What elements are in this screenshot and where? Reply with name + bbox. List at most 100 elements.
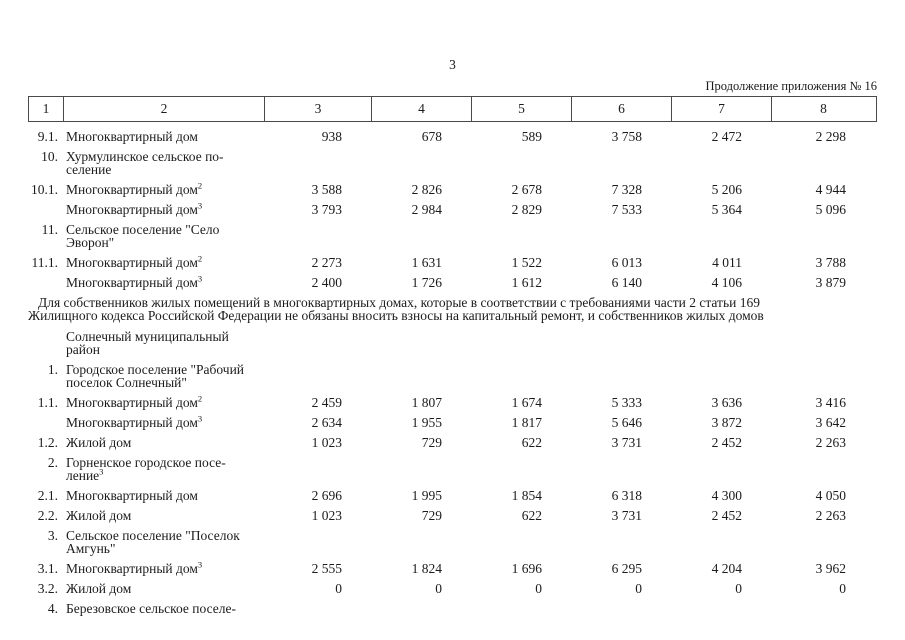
row-number: [28, 416, 62, 429]
row-value: 622: [521, 435, 542, 450]
table-row: 2.2. Жилой дом 1 023 729 622 3 731 2 452 2 263: [28, 508, 877, 523]
row-value: 0: [635, 581, 642, 596]
row-value: 938: [321, 129, 342, 144]
row-value: 0: [435, 581, 442, 596]
page-number: 3: [449, 57, 456, 72]
row-label: Многоквартирный дом3: [66, 413, 203, 430]
row-value: 3 636: [711, 395, 742, 410]
table-row: Многоквартирный дом3 3 793 2 984 2 829 7 533…: [28, 200, 877, 217]
footnote-marker: 3: [197, 413, 203, 424]
table-row: 1. Городское поселение "Рабочий поселок Со…: [28, 362, 877, 390]
row-value: 1 824: [411, 561, 442, 576]
row-value: 7 328: [611, 182, 642, 197]
footnote-marker: 2: [197, 393, 203, 404]
row-value: 5 364: [711, 202, 742, 217]
row-label: Березовское сельское поселе-: [66, 601, 236, 616]
row-label: Многоквартирный дом2: [66, 180, 203, 197]
row-value: 0: [535, 581, 542, 596]
row-value: 6 140: [611, 275, 642, 290]
footnote-marker: 3: [99, 466, 104, 477]
row-number: 2.2.: [37, 508, 58, 523]
row-value: 2 298: [815, 129, 846, 144]
column-header-6: 6: [571, 97, 671, 121]
row-value: 2 984: [411, 202, 442, 217]
column-header-1: 1: [42, 101, 50, 116]
row-value: 7 533: [611, 202, 642, 217]
row-value: 678: [421, 129, 442, 144]
row-value: 0: [735, 581, 742, 596]
row-value: 3 793: [311, 202, 342, 217]
row-value: 2 452: [711, 435, 742, 450]
row-value: 2 472: [711, 129, 742, 144]
row-value: 3 758: [611, 129, 642, 144]
row-value: 729: [421, 508, 442, 523]
column-header-5: 5: [471, 97, 571, 121]
row-value: 2 452: [711, 508, 742, 523]
table-row: 1.2. Жилой дом 1 023 729 622 3 731 2 452 2 263: [28, 435, 877, 450]
table-row: 9.1. Многоквартирный дом 938 678 589 3 758 2 4…: [28, 129, 877, 144]
row-label: Сельское поселение "Поселок Амгунь": [66, 528, 240, 556]
row-number: 3.: [47, 528, 58, 543]
row-label: Жилой дом: [66, 508, 132, 523]
row-value: 622: [521, 508, 542, 523]
row-value: 1 674: [511, 395, 542, 410]
row-label: Солнечный муниципальный район: [66, 329, 229, 357]
row-value: 2 634: [311, 415, 342, 430]
row-value: 2 400: [311, 275, 342, 290]
row-value: 1 955: [411, 415, 442, 430]
row-value: 1 631: [411, 255, 442, 270]
row-number: 11.1.: [31, 255, 59, 270]
row-number: [28, 330, 62, 356]
row-value: 5 333: [611, 395, 642, 410]
row-label: Многоквартирный дом2: [66, 253, 203, 270]
row-value: 5 646: [611, 415, 642, 430]
row-number: 10.1.: [31, 182, 58, 197]
footnote-marker: 3: [197, 200, 203, 211]
appendix-continuation-note: Продолжение приложения № 16: [705, 79, 877, 93]
table-row: 11. Сельское поселение "Село Эворон": [28, 222, 877, 250]
row-number: 3.1.: [37, 561, 58, 576]
row-value: 3 879: [815, 275, 846, 290]
row-label: Городское поселение "Рабочий поселок Солн…: [66, 362, 245, 390]
table-row: 10. Хурмулинское сельское по-селение: [28, 150, 877, 177]
table-rows-top: 9.1. Многоквартирный дом 938 678 589 3 758 2 4…: [28, 129, 877, 290]
row-number: 4.: [47, 601, 58, 616]
row-value: 2 678: [511, 182, 542, 197]
row-value: 0: [335, 581, 342, 596]
row-label: Жилой дом: [66, 435, 132, 450]
row-value: 2 273: [311, 255, 342, 270]
row-value: 3 731: [611, 435, 642, 450]
row-value: 2 263: [815, 435, 846, 450]
row-number: 2.: [47, 455, 58, 470]
row-value: 3 872: [711, 415, 742, 430]
row-value: 3 642: [815, 415, 846, 430]
row-value: 589: [521, 129, 542, 144]
row-number: [28, 203, 62, 216]
row-number: 1.2.: [37, 435, 58, 450]
column-header-7: 7: [671, 97, 771, 121]
row-value: 1 995: [411, 488, 442, 503]
row-value: 6 013: [611, 255, 642, 270]
row-value: 2 826: [411, 182, 442, 197]
table-rows-bottom: Солнечный муниципальный район 1. Городское …: [28, 329, 877, 616]
row-value: 6 318: [611, 488, 642, 503]
footnote-marker: 2: [197, 180, 203, 191]
row-number: [28, 276, 62, 289]
row-value: 1 612: [511, 275, 542, 290]
row-value: 4 011: [712, 255, 742, 270]
table-row: Многоквартирный дом3 2 634 1 955 1 817 5 646…: [28, 413, 877, 430]
row-value: 2 555: [311, 561, 342, 576]
row-value: 1 023: [311, 435, 342, 450]
row-label: Сельское поселение "Село Эворон": [66, 222, 220, 250]
row-value: 3 416: [815, 395, 846, 410]
row-label: Горненское городское посе-ление3: [66, 455, 226, 483]
row-value: 4 944: [815, 182, 846, 197]
row-value: 3 731: [611, 508, 642, 523]
table-row: 2. Горненское городское посе-ление3: [28, 455, 877, 483]
row-label: Многоквартирный дом3: [66, 200, 203, 217]
row-value: 1 522: [511, 255, 542, 270]
row-label: Жилой дом: [66, 581, 132, 596]
row-value: 3 588: [311, 182, 342, 197]
